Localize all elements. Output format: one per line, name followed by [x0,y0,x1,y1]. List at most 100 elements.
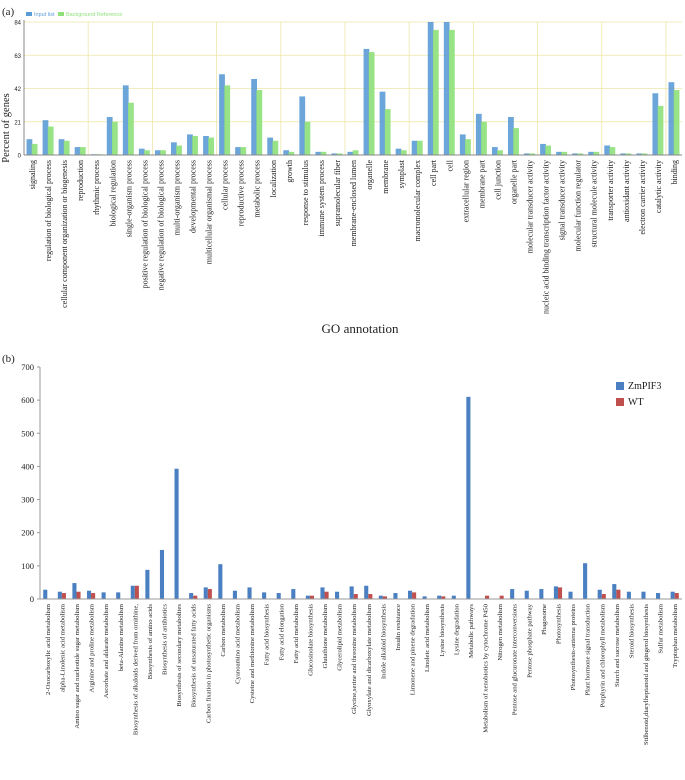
bar-zmpif3-amino-sugar-and-nucleotide-sugar-metabolism [72,583,77,599]
bar-zmpif3-steroid-biosynthesis [626,591,631,599]
x-tick-label-glutathione-metabolism: Glutathione metabolism [322,603,329,668]
x-tick-label-cellular-component-organization-or-biogenesis: cellular component organization or bioge… [60,160,69,308]
x-tick-label-membrane-part: membrane part [477,159,486,208]
bar-input-list-molecular-function-regulator [572,153,578,155]
x-tick-label-porphyrin-and-chlorophyll-metabolism: Porphyrin and chlorophyll metabolism [599,603,606,707]
bar-input-list-cellular-process [219,74,225,155]
bar-wt-indole-alkaloid-biosynthesis [382,596,387,599]
bar-input-list-multicellular-organismal-process [203,136,209,155]
bar-zmpif3-glycine-serine-and-threonine-metabolism [349,586,354,599]
bar-input-list-macromolecular-complex [411,140,418,155]
x-tick-label-cysteine-and-methionine-metabolism: Cysteine and methionine metabolism [249,603,256,703]
panel-a-x-axis-label: GO annotation [322,321,399,336]
bar-background-reference-negative-regulation-of-biological-process [160,150,166,155]
panel-a-y-ticks: 0 21 42 63 84 [14,21,21,160]
bar-background-reference-localization [272,140,279,155]
bar-input-list-organelle-part [508,117,514,155]
x-tick-label-membrane: membrane [381,160,390,194]
bar-zmpif3-glutathione-metabolism [320,587,325,599]
x-tick-label-arginine-and-proline-metabolism: Arginine and proline metabolism [89,603,96,692]
bar-input-list-cell-part [427,22,434,155]
bar-wt-carbon-fixation-in-photosynthetic-organisms [207,589,212,599]
bar-input-list-organelle [363,48,370,155]
bar-input-list-response-to-stimulus [299,96,306,155]
x-tick-label-fatty-acid-biosynthesis: Fatty acid biosynthesis [264,604,271,666]
bar-input-list-signaling [26,139,33,155]
x-tick-label-carbon-fixation-in-photosynthetic-organisms: Carbon fixation in photosynthetic organi… [205,604,212,724]
x-tick-label-biosynthesis-of-amino-acids: Biosynthesis of amino acids [147,604,154,680]
panel-a-label: (a) [2,6,15,18]
bar-background-reference-immune-system-process [320,151,327,155]
x-tick-label-alpha-linolenic-acid-metabolism: alpha-Linolenic acid metabolism [59,603,66,692]
bar-background-reference-multi-organism-process [176,145,182,155]
x-tick-label-fatty-acid-elongation: Fatty acid elongation [278,603,285,660]
bar-zmpif3-cyanoamino-acid-metabolism [232,590,237,599]
bar-zmpif3-photosynthesis-antenna-proteins [568,591,573,599]
bar-background-reference-signal-transducer-activity [561,151,568,155]
bar-zmpif3-biosynthesis-of-alkaloids-derived-from-ornithine [130,585,135,599]
bar-zmpif3-pentose-and-glucuronate-interconversions [510,589,515,599]
x-tick-label-biosynthesis-of-alkaloids-derived-from-ornithine: Biosynthesis of alkaloids derived from o… [132,604,139,735]
x-tick-label-insulin-resistance: Insulin resistance [395,604,402,651]
x-tick-label-structural-molecule-activity: structural molecule activity [590,160,599,248]
x-tick-label-linoleic-acid-metabolism: Linoleic acid metabolism [424,603,431,672]
bar-input-list-transporter-activity [604,145,611,155]
x-tick-label-binding: binding [670,160,679,184]
x-tick-label-molecular-function-regulator: molecular function regulator [574,160,583,252]
x-tick-label-beta-alanine-metabolism: beta-Alanine metabolism [118,603,125,671]
bar-background-reference-cell [448,29,455,156]
x-tick-label-reproductive-process: reproductive process [237,160,246,226]
x-tick-label-regulation-of-biological-process: regulation of biological process [44,160,53,261]
legend-swatch-background-reference [58,12,64,16]
bar-zmpif3-biosynthesis-of-secondary-metabolites [174,468,179,599]
bar-input-list-multi-organism-process [170,142,177,155]
x-tick-label-reproduction: reproduction [76,160,85,201]
bar-zmpif3-porphyrin-and-chlorophyll-metabolism [597,589,602,599]
bar-input-list-cellular-component-organization-or-biogenesis [58,139,65,155]
x-tick-label-symplast: symplast [397,159,406,188]
x-tick-label-cellular-process: cellular process [221,160,230,210]
bar-input-list-localization [267,137,274,155]
bar-zmpif3-carbon-metabolism [218,564,223,599]
y-tick-label: 0 [30,594,34,604]
x-tick-label-multicellular-organismal-process: multicellular organismal process [205,160,214,264]
x-tick-label-developmental-process: developmental process [189,160,198,233]
y-tick-label: 100 [21,561,34,571]
panel-a-go-chart: (a) 0 21 42 63 84 signaling regulation of bio… [1,6,682,336]
x-tick-label-limonene-and-pinene-degradation: Limonene and pinene degradation [410,603,417,695]
panel-b-bars [43,396,679,599]
bar-zmpif3-metabolic-pathways [466,396,471,599]
x-tick-label-photosynthesis-antenna-proteins: Photosynthesis-antenna proteins [570,604,577,691]
y-tick-label: 84 [14,21,21,27]
bar-background-reference-binding [673,90,680,155]
y-tick-label: 42 [14,87,21,93]
y-tick-label: 63 [14,54,21,60]
bar-wt-arginine-and-proline-metabolism [91,593,96,599]
bar-input-list-metabolic-process [251,79,258,155]
bar-wt-biosynthesis-of-alkaloids-derived-from-ornithine [134,585,139,599]
x-tick-label-stilbenoid-diarylheptanoid-and-gingerol-biosynthesis: Stilbenoid,diarylheptanoid and gingerol … [643,604,650,746]
bar-background-reference-metabolic-process [256,90,263,155]
bar-wt-starch-and-sucrose-metabolism [616,589,621,599]
bar-background-reference-transporter-activity [609,147,616,155]
bar-wt-glycine-serine-and-threonine-metabolism [353,594,358,599]
x-tick-label-catalytic-activity: catalytic activity [654,160,663,213]
bar-wt-glyoxylate-and-dicarboxylate-metabolism [368,594,373,599]
bar-background-reference-developmental-process [192,136,198,155]
bar-wt-metabolism-of-xenobiotics-by-cytochrome-p450 [485,595,490,599]
bar-zmpif3-biosynthesis-of-antibiotics [159,549,165,599]
x-tick-label-glycine-serine-and-threonine-metabolism: Glycine,serine and threonine metabolism [351,603,358,714]
bar-background-reference-extracellular-region [465,139,471,155]
x-tick-label-glyoxylate-and-dicarboxylate-metabolism: Glyoxylate and dicarboxylate metabolism [366,603,373,716]
bar-input-list-immune-system-process [315,151,322,155]
bar-input-list-negative-regulation-of-biological-process [154,150,161,155]
bar-background-reference-organelle [368,52,375,156]
bar-background-reference-regulation-of-biological-process [47,126,54,155]
bar-wt-glucosinolate-biosynthesis [309,595,315,599]
x-tick-label-membrane-enclosed-lumen: membrane-enclosed lumen [349,160,358,246]
bar-zmpif3-arginine-and-proline-metabolism [86,590,92,599]
bar-input-list-binding [668,82,675,155]
bar-input-list-antioxidant-activity [620,153,627,155]
y-tick-label: 400 [21,461,34,471]
x-tick-label-lysine-degradation: Lysine degradation [453,603,460,655]
